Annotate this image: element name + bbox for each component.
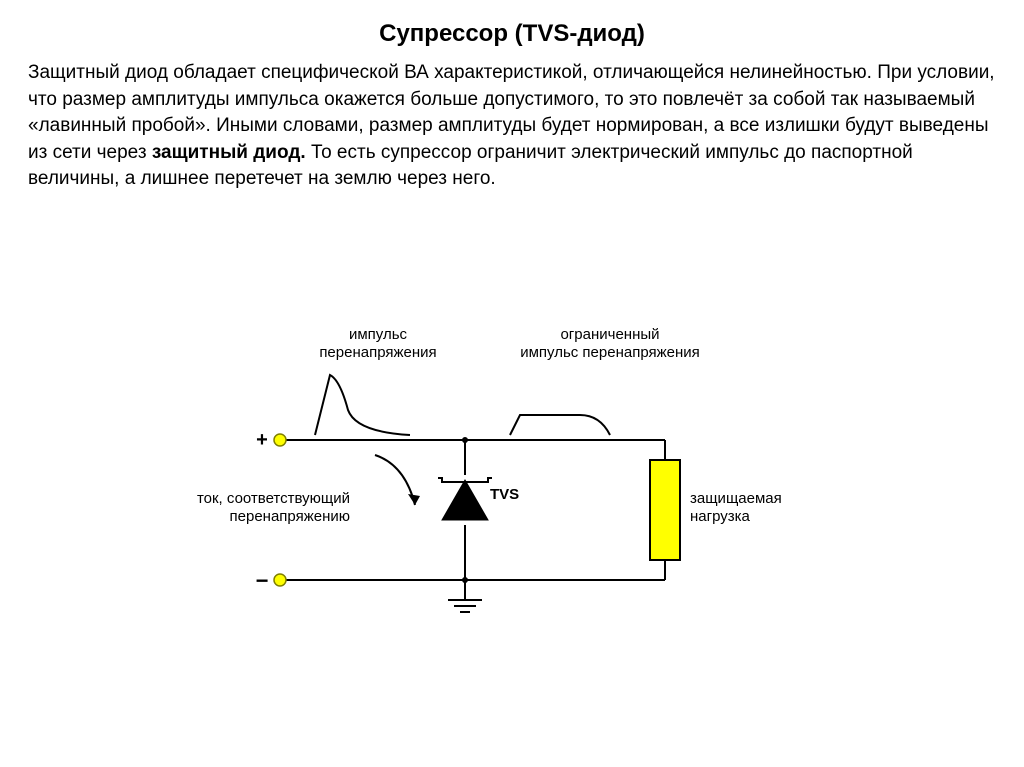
text-bold: защитный диод. xyxy=(152,142,306,163)
label-surge-current: ток, соответствующийперенапряжению xyxy=(150,490,350,526)
circuit-svg xyxy=(180,320,840,640)
page-title: Супрессор (TVS-диод) xyxy=(0,0,1024,48)
label-plus: + xyxy=(252,428,272,452)
description-paragraph: Защитный диод обладает специфической ВА … xyxy=(0,48,1024,193)
label-minus: − xyxy=(252,568,272,594)
label-limited-pulse: ограниченныйимпульс перенапряжения xyxy=(510,326,710,362)
label-surge-pulse: импульсперенапряжения xyxy=(308,326,448,362)
label-protected-load: защищаемаянагрузка xyxy=(690,490,810,526)
circuit-diagram: импульсперенапряжения ограниченныйимпуль… xyxy=(180,320,840,640)
label-tvs: TVS xyxy=(490,486,530,504)
